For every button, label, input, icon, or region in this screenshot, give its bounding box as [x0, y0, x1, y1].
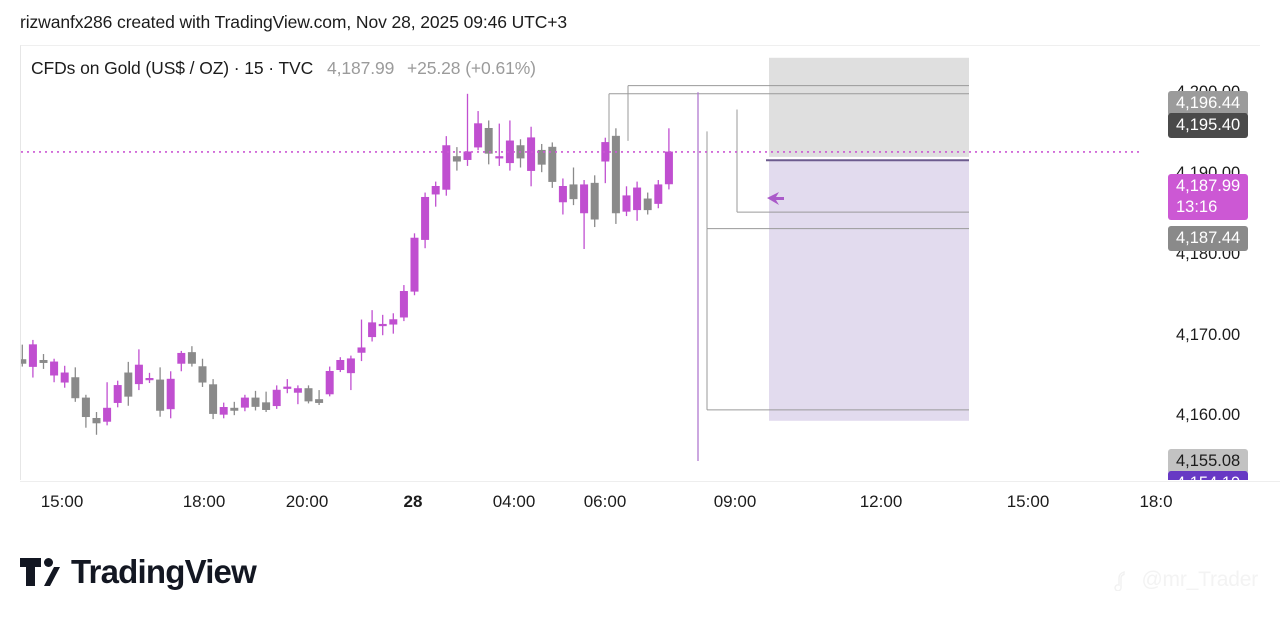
time-scale[interactable]: 15:00 18:00 20:00 28 04:00 06:00 09:00 12:00 15:… — [20, 481, 1280, 523]
position-profit-zone[interactable] — [769, 57, 969, 157]
candle-body — [389, 319, 398, 325]
candle-body — [410, 237, 419, 292]
candle-body — [633, 187, 642, 211]
candle-body — [336, 359, 345, 371]
legend-last-price: 4,187.99 — [326, 58, 395, 78]
price-tick-4: 4,160.00 — [1176, 406, 1241, 424]
take-profit-price-badge[interactable]: 4,196.44 — [1168, 91, 1249, 116]
candle-body — [166, 378, 175, 410]
candle-body — [664, 151, 673, 185]
candle-body — [357, 347, 366, 353]
candle-body — [92, 417, 101, 424]
candle-body — [315, 399, 324, 403]
candle-body — [198, 366, 207, 383]
tradingview-wordmark: TradingView — [71, 553, 257, 590]
entry-arrow-icon — [767, 192, 784, 205]
candle-body — [622, 195, 631, 212]
position-stop-zone[interactable] — [769, 160, 969, 421]
candle-body — [283, 386, 292, 389]
candle-body — [346, 358, 355, 374]
candle-body — [527, 137, 536, 171]
candle-body — [463, 151, 472, 160]
candle-body — [484, 127, 493, 154]
candle-body — [548, 146, 557, 182]
time-tick-7: 12:00 — [859, 492, 903, 511]
candle-body — [21, 359, 27, 364]
candlestick-series — [21, 57, 1141, 461]
candle-body — [569, 184, 578, 200]
price-tick-3: 4,170.00 — [1176, 326, 1241, 344]
tradingview-glyph-icon — [20, 558, 60, 586]
candle-body — [71, 377, 80, 399]
chart-frame[interactable]: CFDs on Gold (US$ / OZ) · 15 · TVC 4,187… — [20, 45, 1260, 480]
candle-body — [209, 384, 218, 414]
candle-body — [325, 370, 334, 395]
time-tick-1: 18:00 — [182, 492, 226, 511]
candle-body — [28, 344, 37, 367]
entry-price-badge[interactable]: 4,187.44 — [1168, 226, 1249, 251]
music-note-icon — [1114, 571, 1126, 591]
time-tick-2: 20:00 — [285, 492, 329, 511]
stop-loss-price-badge[interactable]: 4,154.19 — [1168, 471, 1249, 480]
high-price-badge[interactable]: 4,195.40 — [1168, 113, 1249, 138]
candle-body — [156, 379, 165, 411]
candle-body — [399, 291, 408, 318]
time-tick-3: 28 — [403, 492, 423, 511]
legend-change: +25.28 (+0.61%) — [407, 58, 536, 78]
candle-body — [654, 184, 663, 204]
candle-body — [272, 389, 281, 407]
time-tick-5: 06:00 — [583, 492, 627, 511]
candle-body — [601, 142, 610, 162]
candle-body — [643, 198, 652, 211]
candle-body — [452, 156, 461, 162]
candle-body — [580, 184, 589, 214]
candle-body — [124, 372, 133, 397]
legend-symbol: CFDs on Gold (US$ / OZ) · 15 · TVC — [31, 58, 314, 78]
candle-body — [134, 364, 143, 385]
candle-body — [50, 361, 59, 376]
candle-body — [60, 372, 69, 383]
candle-body — [590, 182, 599, 220]
last-price-badge[interactable]: 4,187.99 13:16 — [1168, 174, 1249, 220]
chart-plot-area[interactable] — [21, 46, 1141, 480]
time-tick-8: 15:00 — [1006, 492, 1050, 511]
candle-body — [558, 185, 567, 203]
time-tick-4: 04:00 — [492, 492, 536, 511]
candle-body — [431, 185, 440, 195]
watermark-handle: @mr_Trader — [1141, 568, 1258, 591]
candle-body — [187, 352, 196, 364]
stop-zone-price-badge[interactable]: 4,155.08 — [1168, 449, 1249, 474]
price-scale[interactable]: 4,200.004,190.004,180.004,170.004,160.00… — [1140, 45, 1280, 480]
candle-body — [219, 407, 228, 415]
candle-body — [103, 407, 112, 422]
time-tick-0: 15:00 — [40, 492, 84, 511]
candle-body — [378, 323, 387, 327]
credit-line: rizwanfx286 created with TradingView.com… — [20, 12, 568, 32]
candle-body — [240, 397, 249, 408]
candle-body — [113, 385, 122, 403]
candle-body — [81, 397, 90, 418]
time-tick-9: 18:0 — [1139, 492, 1173, 511]
candle-body — [251, 397, 260, 407]
candle-body — [293, 388, 302, 393]
chart-legend: CFDs on Gold (US$ / OZ) · 15 · TVC 4,187… — [31, 58, 536, 79]
candle-body — [145, 378, 154, 381]
candle-body — [304, 388, 313, 402]
candle-body — [39, 359, 48, 363]
last-price-badge-time: 13:16 — [1176, 198, 1218, 216]
candle-body — [368, 322, 377, 338]
candle-body — [177, 352, 186, 364]
candle-body — [611, 135, 620, 214]
candle-body — [421, 196, 430, 240]
candle-body — [442, 145, 451, 190]
user-watermark: @mr_Trader — [1111, 568, 1258, 592]
candle-body — [537, 149, 546, 165]
candle-body — [262, 402, 271, 410]
candle-body — [495, 156, 504, 159]
time-tick-6: 09:00 — [713, 492, 757, 511]
candle-body — [230, 407, 239, 411]
candle-body — [474, 123, 483, 148]
tradingview-logo: TradingView — [20, 553, 257, 591]
